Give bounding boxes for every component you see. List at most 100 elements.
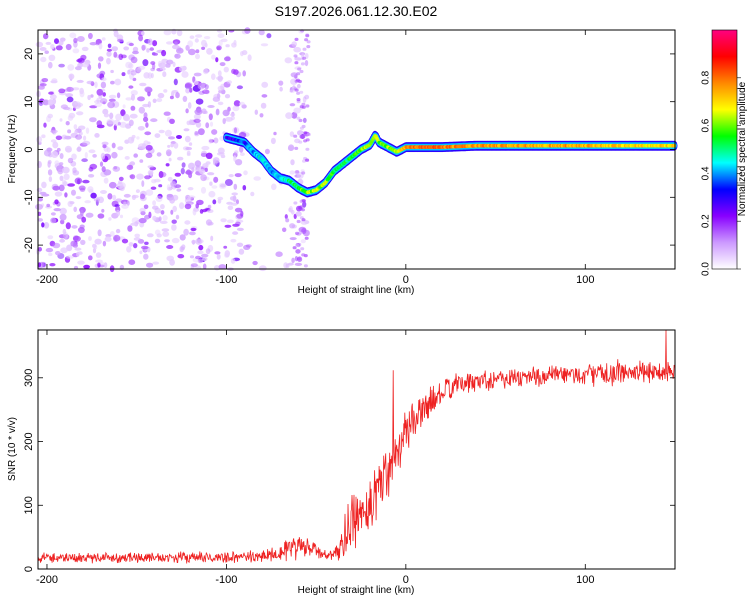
y-tick-label: -10	[23, 189, 35, 205]
noise-speck	[54, 199, 59, 205]
noise-speck	[106, 57, 111, 65]
noise-speck	[136, 67, 142, 73]
noise-speck	[65, 43, 72, 51]
noise-speck	[189, 255, 195, 259]
noise-speck	[149, 47, 154, 51]
noise-speck	[111, 142, 116, 149]
noise-speck	[88, 166, 94, 172]
noise-speck	[76, 111, 84, 116]
noise-speck	[131, 93, 135, 101]
noise-speck	[169, 95, 174, 100]
noise-speck	[96, 97, 100, 103]
noise-speck	[181, 162, 186, 168]
noise-speck	[152, 261, 160, 265]
noise-speck	[195, 98, 204, 105]
noise-speck	[150, 61, 156, 65]
signal-core	[672, 143, 677, 148]
noise-speck	[47, 161, 51, 168]
noise-speck	[194, 108, 203, 115]
noise-speck	[202, 263, 207, 270]
noise-speck	[52, 141, 59, 149]
noise-speck	[154, 229, 161, 236]
noise-speck	[299, 126, 304, 130]
noise-speck	[193, 118, 201, 123]
noise-speck	[176, 29, 183, 37]
noise-speck	[139, 82, 147, 87]
noise-speck	[101, 37, 106, 41]
noise-speck	[303, 131, 308, 135]
noise-speck	[260, 102, 267, 109]
noise-speck	[47, 169, 53, 176]
noise-speck	[295, 231, 299, 235]
noise-speck	[129, 161, 136, 166]
noise-speck	[153, 178, 161, 183]
noise-speck	[207, 204, 212, 209]
noise-speck	[158, 62, 166, 69]
noise-speck	[74, 247, 82, 251]
noise-speck	[296, 91, 301, 95]
noise-speck	[197, 82, 205, 90]
noise-speck	[106, 51, 112, 57]
noise-speck	[189, 35, 195, 39]
noise-speck	[236, 242, 244, 247]
noise-speck	[195, 34, 203, 38]
noise-speck	[62, 228, 67, 235]
noise-speck	[94, 238, 102, 245]
noise-speck	[69, 201, 75, 205]
noise-speck	[305, 138, 310, 142]
noise-speck	[187, 195, 196, 199]
noise-speck	[212, 157, 220, 164]
noise-speck	[89, 163, 98, 170]
noise-speck	[84, 152, 88, 159]
noise-speck	[39, 47, 47, 51]
noise-speck	[155, 195, 163, 202]
noise-speck	[72, 87, 80, 91]
noise-speck	[139, 193, 146, 200]
noise-speck	[163, 29, 172, 36]
y-tick-label: 0	[23, 146, 35, 152]
noise-speck	[39, 191, 47, 195]
noise-speck	[62, 166, 70, 174]
noise-speck	[235, 221, 241, 226]
noise-speck	[218, 182, 227, 189]
noise-speck	[198, 90, 205, 95]
noise-speck	[271, 183, 277, 191]
noise-speck	[293, 54, 298, 58]
noise-speck	[239, 145, 244, 153]
noise-speck	[213, 176, 219, 183]
noise-speck	[136, 173, 144, 180]
noise-speck	[90, 94, 94, 98]
noise-speck	[133, 237, 141, 241]
noise-speck	[130, 222, 137, 226]
noise-speck	[89, 105, 98, 109]
noise-speck	[130, 105, 136, 111]
noise-speck	[273, 131, 277, 136]
noise-speck	[289, 103, 296, 107]
noise-speck	[112, 194, 117, 201]
noise-speck	[219, 62, 226, 67]
noise-speck	[43, 149, 52, 157]
noise-speck	[107, 193, 113, 200]
noise-speck	[74, 129, 78, 136]
noise-speck	[89, 117, 97, 123]
noise-speck	[142, 103, 150, 108]
noise-speck	[49, 94, 57, 100]
noise-speck	[166, 245, 174, 249]
noise-speck	[293, 46, 302, 53]
noise-speck	[295, 249, 301, 254]
noise-speck	[186, 150, 191, 156]
noise-speck	[158, 171, 164, 178]
noise-speck	[205, 152, 213, 159]
noise-speck	[174, 53, 181, 59]
noise-speck	[43, 222, 50, 229]
noise-speck	[99, 98, 108, 104]
noise-speck	[146, 48, 150, 53]
noise-speck	[88, 32, 93, 40]
noise-speck	[40, 56, 47, 63]
noise-speck	[190, 227, 197, 232]
noise-speck	[202, 89, 210, 94]
noise-speck	[305, 104, 310, 108]
noise-speck	[97, 62, 102, 69]
noise-speck	[147, 169, 154, 176]
noise-speck	[207, 172, 215, 176]
